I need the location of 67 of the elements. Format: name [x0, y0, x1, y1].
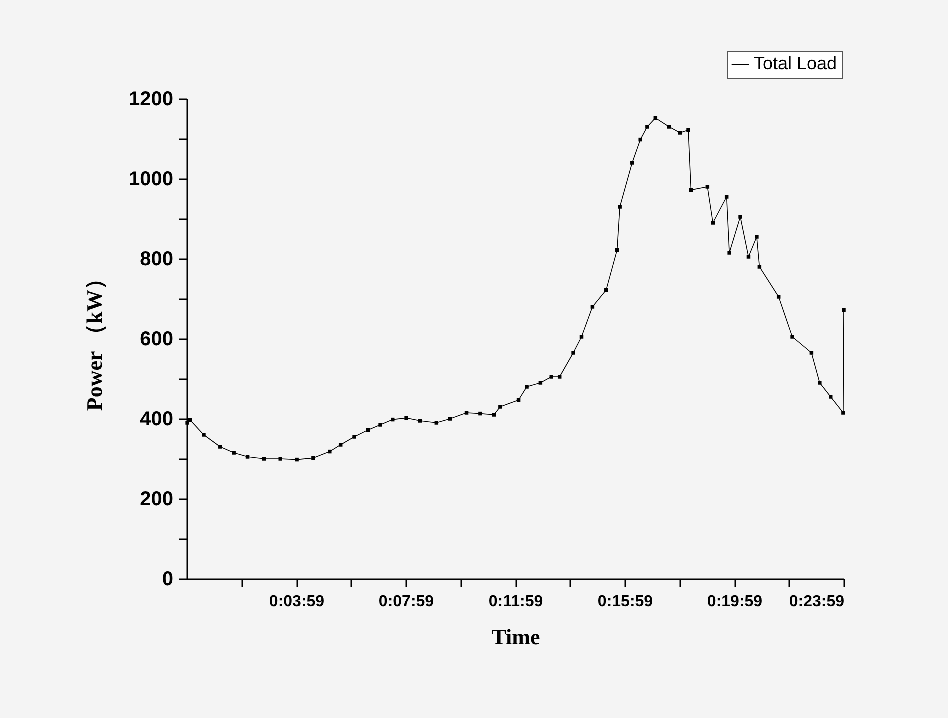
point — [842, 308, 846, 312]
point — [667, 125, 672, 129]
point — [538, 381, 543, 385]
point — [558, 375, 562, 379]
point — [478, 412, 482, 416]
legend-label: Total Load — [754, 54, 838, 74]
point — [706, 185, 710, 189]
point — [202, 433, 206, 437]
y-tick-label: 1000 — [129, 168, 174, 190]
point — [630, 161, 634, 165]
y-tick-label: 1200 — [129, 88, 174, 110]
point — [638, 138, 642, 142]
point — [842, 411, 846, 415]
point — [525, 385, 529, 389]
x-tick-label: 0:11:59 — [488, 594, 544, 610]
point — [818, 381, 822, 385]
point — [604, 288, 608, 292]
point — [262, 457, 266, 461]
point — [448, 417, 452, 421]
x-tick-label: 0:15:59 — [598, 594, 654, 610]
y-tick-label: 400 — [140, 408, 174, 430]
point — [278, 457, 282, 461]
point — [338, 443, 343, 447]
y-tick-label: 200 — [140, 488, 174, 510]
point — [828, 395, 833, 399]
point — [352, 435, 356, 439]
x-tick-label: 0:19:59 — [707, 594, 763, 610]
point — [404, 416, 408, 420]
x-tick-label: 0:03:59 — [269, 594, 325, 610]
point — [686, 128, 690, 132]
point — [186, 421, 190, 425]
x-tick-label: 0:07:59 — [378, 594, 434, 610]
point — [418, 419, 422, 423]
point — [378, 423, 382, 427]
point — [312, 456, 316, 460]
point — [738, 215, 742, 219]
y-axis-title: Power （kW） — [82, 268, 108, 412]
point — [434, 421, 439, 425]
point — [618, 205, 622, 209]
point — [711, 221, 716, 225]
x-axis-title: Time — [492, 624, 540, 650]
point — [492, 413, 496, 417]
point — [758, 265, 762, 269]
point — [246, 455, 250, 459]
point — [746, 255, 751, 259]
point — [728, 251, 732, 255]
x-tick-label: 0:23:59 — [789, 594, 845, 610]
point — [590, 305, 595, 309]
point — [295, 458, 299, 462]
y-tick-label: 0 — [162, 568, 174, 590]
point — [580, 335, 584, 339]
y-tick-label: 600 — [140, 328, 174, 350]
point — [646, 125, 650, 129]
point — [724, 195, 729, 199]
point — [810, 351, 814, 355]
y-tick-label: 800 — [140, 248, 174, 270]
point — [572, 351, 576, 355]
point — [218, 445, 222, 449]
point — [498, 405, 502, 409]
point — [678, 131, 682, 135]
point — [464, 411, 469, 415]
point — [776, 295, 781, 299]
point — [328, 450, 332, 454]
point — [232, 451, 236, 455]
point — [755, 235, 759, 239]
point — [550, 375, 554, 379]
point — [790, 335, 794, 339]
